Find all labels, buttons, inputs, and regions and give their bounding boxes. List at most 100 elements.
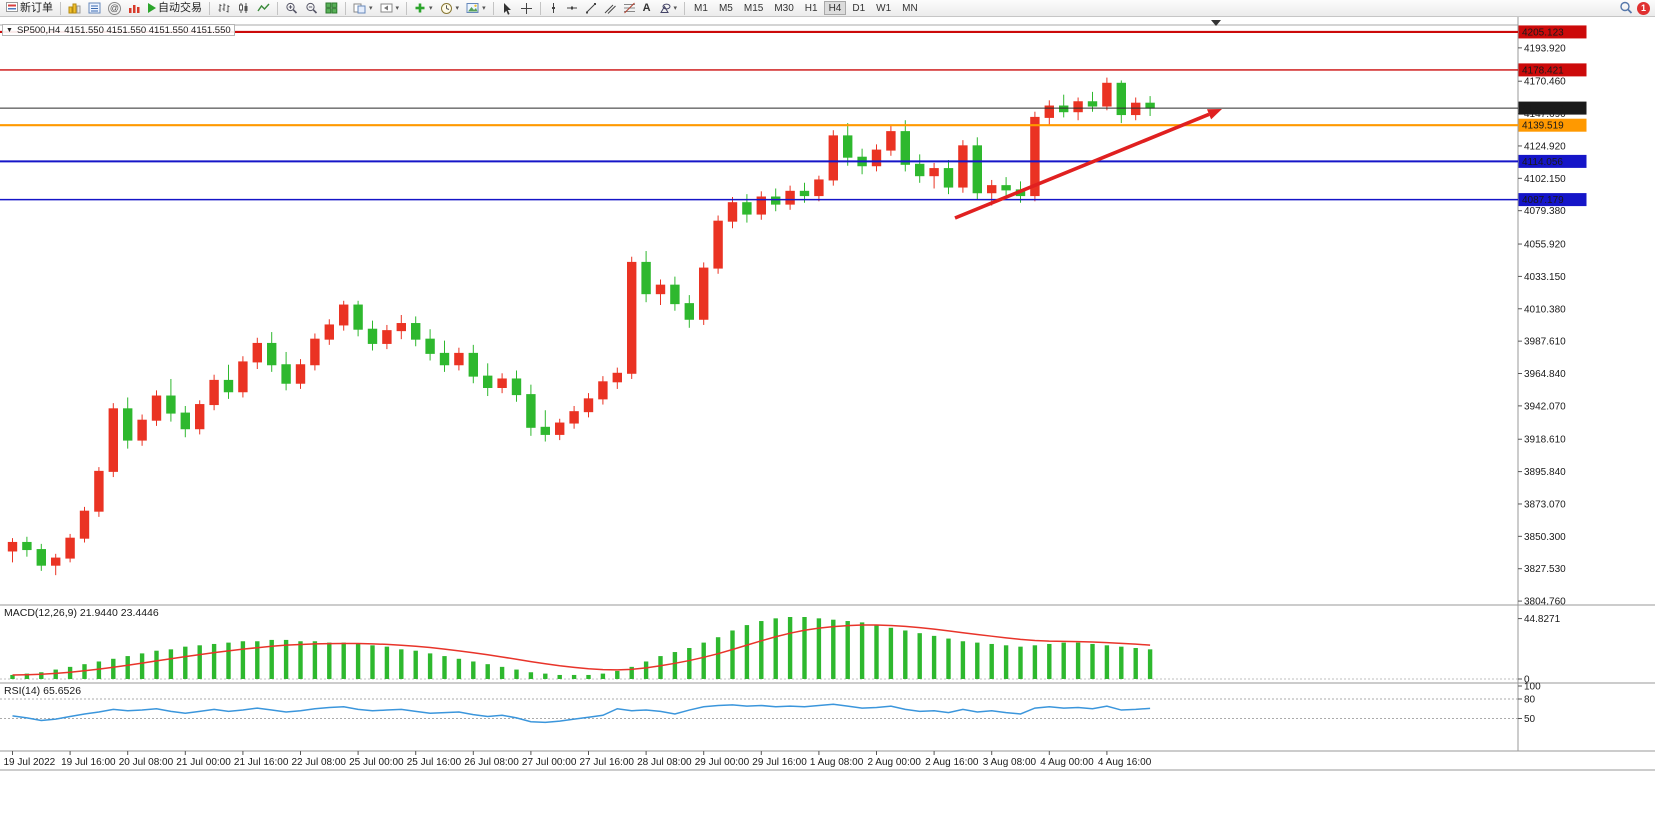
- svg-text:2 Aug 16:00: 2 Aug 16:00: [925, 757, 979, 768]
- zoom-in-icon[interactable]: [282, 1, 301, 16]
- profiles-icon[interactable]: ▾: [437, 1, 463, 16]
- market-watch-icon[interactable]: [85, 1, 104, 16]
- rsi-indicator-label: RSI(14) 65.6526: [4, 685, 81, 697]
- svg-text:4170.460: 4170.460: [1524, 77, 1566, 88]
- chart-shift-icon[interactable]: ▾: [377, 1, 403, 16]
- svg-text:0: 0: [1524, 675, 1530, 686]
- auto-trading-button[interactable]: 自动交易: [145, 1, 205, 16]
- symbol-dropdown-icon[interactable]: ▼: [6, 26, 13, 34]
- svg-text:20 Jul 08:00: 20 Jul 08:00: [119, 757, 174, 768]
- candlestick-chart-icon[interactable]: [234, 1, 253, 16]
- svg-text:3827.530: 3827.530: [1524, 564, 1566, 575]
- svg-text:50: 50: [1524, 714, 1536, 725]
- vertical-line-icon[interactable]: [545, 1, 562, 16]
- new-order-button[interactable]: 新订单: [3, 1, 56, 16]
- notification-badge[interactable]: 1: [1637, 1, 1650, 15]
- new-chart-icon[interactable]: ▾: [411, 1, 436, 16]
- line-chart-icon[interactable]: [254, 1, 273, 16]
- candles-layer[interactable]: [7, 77, 1155, 576]
- svg-text:4205.123: 4205.123: [1522, 27, 1564, 38]
- crosshair-icon[interactable]: [517, 1, 536, 16]
- channel-icon[interactable]: [601, 1, 619, 16]
- toolbar-separator: [684, 1, 686, 15]
- svg-text:4102.150: 4102.150: [1524, 174, 1566, 185]
- svg-text:3942.070: 3942.070: [1524, 401, 1566, 412]
- rsi-layer: 100 80 50: [0, 682, 1541, 725]
- toolbar-separator: [345, 1, 346, 15]
- timeframe-m30[interactable]: M30: [774, 2, 794, 14]
- svg-text:2 Aug 00:00: 2 Aug 00:00: [868, 757, 922, 768]
- svg-text:3 Aug 08:00: 3 Aug 08:00: [983, 757, 1037, 768]
- bar-chart-icon[interactable]: [214, 1, 233, 16]
- toolbar-separator: [492, 1, 494, 15]
- svg-text:25 Jul 16:00: 25 Jul 16:00: [407, 757, 462, 768]
- toolbar-separator: [539, 1, 541, 15]
- terminal-icon[interactable]: [125, 1, 144, 16]
- new-order-label: 新订单: [20, 1, 53, 14]
- svg-text:19 Jul 16:00: 19 Jul 16:00: [61, 757, 116, 768]
- fibonacci-icon[interactable]: [620, 1, 639, 16]
- timeframe-m1[interactable]: M1: [694, 2, 708, 14]
- trend-arrow[interactable]: [954, 109, 1222, 220]
- tile-windows-icon[interactable]: [322, 1, 341, 16]
- svg-text:4087.179: 4087.179: [1522, 195, 1564, 206]
- horizontal-line-icon[interactable]: [563, 1, 581, 16]
- auto-trading-play-icon: [148, 3, 156, 13]
- timeframe-h4[interactable]: H4: [823, 1, 847, 15]
- svg-text:4139.519: 4139.519: [1522, 121, 1564, 132]
- macd-signal-value: 23.4446: [120, 607, 159, 619]
- svg-text:4010.380: 4010.380: [1524, 304, 1566, 315]
- arrows-shapes-icon[interactable]: ▾: [655, 1, 681, 16]
- dropdown-icon: ▾: [482, 4, 486, 12]
- search-icon[interactable]: [1616, 1, 1636, 16]
- svg-text:21 Jul 16:00: 21 Jul 16:00: [234, 757, 289, 768]
- macd-name: MACD(12,26,9): [4, 607, 77, 619]
- svg-text:4055.920: 4055.920: [1524, 240, 1566, 251]
- svg-text:3918.610: 3918.610: [1524, 435, 1566, 446]
- data-window-icon[interactable]: @: [105, 1, 124, 16]
- zoom-out-icon[interactable]: [302, 1, 321, 16]
- dropdown-icon: ▾: [395, 4, 400, 12]
- dropdown-icon: ▾: [455, 4, 460, 12]
- macd-main-value: 21.9440: [79, 607, 118, 619]
- timeframe-d1[interactable]: D1: [852, 2, 866, 14]
- svg-text:44.8271: 44.8271: [1524, 614, 1561, 625]
- svg-text:3987.610: 3987.610: [1524, 337, 1566, 348]
- svg-text:27 Jul 16:00: 27 Jul 16:00: [580, 757, 635, 768]
- timeframe-m5[interactable]: M5: [718, 2, 733, 14]
- svg-text:25 Jul 00:00: 25 Jul 00:00: [349, 757, 404, 768]
- auto-trading-label: 自动交易: [158, 1, 202, 14]
- svg-text:3964.840: 3964.840: [1524, 369, 1566, 380]
- svg-text:29 Jul 16:00: 29 Jul 16:00: [752, 757, 807, 768]
- macd-indicator-label: MACD(12,26,9) 21.9440 23.4446: [4, 607, 159, 619]
- rsi-name: RSI(14): [4, 685, 41, 697]
- rsi-value: 65.6526: [43, 685, 82, 697]
- auto-arrange-icon[interactable]: ▾: [350, 1, 376, 16]
- toolbar-separator: [60, 1, 61, 15]
- svg-text:4033.150: 4033.150: [1524, 272, 1566, 283]
- timeframe-w1[interactable]: W1: [876, 2, 892, 14]
- cursor-icon[interactable]: [498, 1, 516, 16]
- timeframe-mn[interactable]: MN: [902, 2, 918, 14]
- svg-text:3850.300: 3850.300: [1524, 532, 1566, 543]
- timeframe-m15[interactable]: M15: [743, 2, 764, 14]
- time-axis[interactable]: 19 Jul 2022 19 Jul 16:00 20 Jul 08:00 21 Ju…: [4, 751, 1152, 768]
- svg-text:4 Aug 00:00: 4 Aug 00:00: [1040, 757, 1094, 768]
- chart-icon[interactable]: [65, 1, 84, 16]
- trendline-icon[interactable]: [582, 1, 600, 16]
- svg-text:3895.840: 3895.840: [1524, 467, 1566, 478]
- price-axis[interactable]: 4193.9204170.4604147.6904124.9204102.150…: [1518, 25, 1587, 608]
- svg-text:4079.380: 4079.380: [1524, 206, 1566, 217]
- level-lines[interactable]: [0, 30, 1518, 201]
- toolbar-separator: [209, 1, 210, 15]
- text-label-icon[interactable]: A: [640, 1, 654, 16]
- timeframe-h1[interactable]: H1: [804, 2, 818, 14]
- template-icon[interactable]: ▾: [463, 1, 489, 16]
- svg-text:4124.920: 4124.920: [1524, 141, 1566, 152]
- main-toolbar: 新订单 @ 自动交易 ▾ ▾ ▾: [0, 0, 1655, 17]
- svg-text:100: 100: [1524, 682, 1541, 693]
- svg-text:26 Jul 08:00: 26 Jul 08:00: [464, 757, 519, 768]
- svg-text:4151.550: 4151.550: [1522, 104, 1564, 115]
